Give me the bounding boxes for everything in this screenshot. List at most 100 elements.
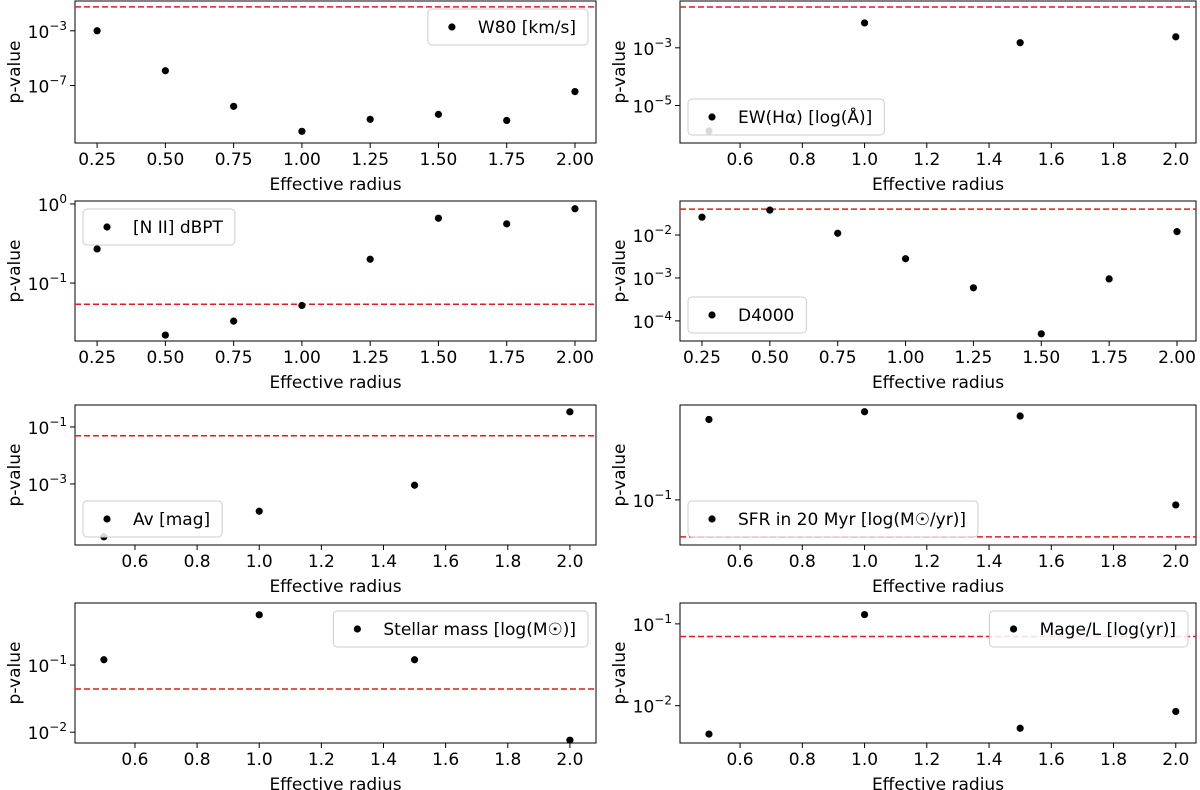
data-point xyxy=(571,205,579,213)
x-tick-label: 1.0 xyxy=(851,150,878,170)
data-point xyxy=(1016,724,1024,732)
x-tick-label: 1.00 xyxy=(887,348,925,368)
y-tick-label: 10−7 xyxy=(28,73,67,98)
legend-label: D4000 xyxy=(738,306,794,326)
data-point xyxy=(1173,228,1181,236)
x-tick-label: 1.2 xyxy=(913,750,940,770)
x-tick-label: 0.50 xyxy=(751,348,789,368)
y-axis-label: p-value xyxy=(5,444,25,507)
x-axis-label: Effective radius xyxy=(872,775,1004,790)
x-tick-label: 1.75 xyxy=(1090,348,1128,368)
x-tick-label: 1.8 xyxy=(494,750,521,770)
data-point xyxy=(410,656,419,664)
x-tick-label: 1.4 xyxy=(976,750,1003,770)
x-tick-label: 1.0 xyxy=(851,750,878,770)
legend-box xyxy=(687,98,885,136)
x-tick-label: 0.50 xyxy=(146,348,184,368)
x-tick-label: 0.75 xyxy=(215,348,253,368)
x-tick-label: 0.6 xyxy=(727,750,754,770)
legend-marker xyxy=(708,113,716,121)
data-point xyxy=(434,110,443,118)
data-point xyxy=(860,610,869,619)
legend-marker xyxy=(103,223,111,231)
data-point xyxy=(860,19,869,27)
x-tick-label: 0.8 xyxy=(789,150,816,170)
x-tick-label: 1.2 xyxy=(913,552,940,572)
x-tick-label: 1.2 xyxy=(308,552,335,572)
x-tick-label: 1.6 xyxy=(1038,552,1065,572)
x-tick-label: 1.0 xyxy=(851,552,878,572)
legend-marker xyxy=(103,515,111,523)
axes-frame xyxy=(74,404,597,546)
legend-box xyxy=(82,500,223,538)
data-point xyxy=(366,115,374,123)
legend-box xyxy=(82,208,236,246)
legend-label: Mage/L [log(yr)] xyxy=(1040,620,1176,640)
x-tick-label: 1.4 xyxy=(370,552,397,572)
y-tick-label: 10−3 xyxy=(633,265,672,290)
x-tick-label: 1.25 xyxy=(954,348,992,368)
data-point xyxy=(230,102,238,110)
x-tick-label: 0.6 xyxy=(121,552,148,572)
y-axis-label: p-value xyxy=(5,642,25,705)
x-tick-label: 1.25 xyxy=(351,348,389,368)
axes-frame xyxy=(679,602,1197,744)
legend-label: [N II] dBPT xyxy=(133,218,224,238)
legend: Stellar mass [log(M☉)] xyxy=(332,610,589,648)
legend-box xyxy=(687,500,979,538)
x-tick-label: 2.00 xyxy=(1158,348,1196,368)
x-tick-label: 1.75 xyxy=(488,150,526,170)
legend-marker xyxy=(1009,625,1018,633)
x-tick-label: 0.6 xyxy=(727,552,754,572)
data-point xyxy=(860,408,869,416)
axes-frame xyxy=(679,404,1197,546)
x-tick-label: 0.8 xyxy=(184,750,211,770)
x-tick-label: 1.50 xyxy=(420,150,458,170)
legend-box xyxy=(427,8,589,46)
legend: W80 [km/s] xyxy=(427,8,589,46)
x-tick-label: 0.75 xyxy=(215,150,253,170)
y-axis-label: p-value xyxy=(5,41,25,104)
legend-box xyxy=(332,610,589,648)
y-axis-label: p-value xyxy=(5,240,25,303)
legend-marker xyxy=(448,23,456,31)
y-tick-label: 10−1 xyxy=(28,414,67,439)
x-tick-label: 0.8 xyxy=(184,552,211,572)
x-tick-label: 1.6 xyxy=(432,552,459,572)
x-axis-label: Effective radius xyxy=(269,577,401,597)
data-point xyxy=(100,656,108,664)
y-tick-label: 10−5 xyxy=(633,93,672,118)
x-tick-label: 1.50 xyxy=(1022,348,1060,368)
data-point xyxy=(161,331,169,339)
axes-frame xyxy=(74,0,597,144)
data-point xyxy=(366,255,374,263)
x-tick-label: 0.25 xyxy=(78,150,116,170)
x-tick-label: 1.8 xyxy=(494,552,521,572)
legend: Av [mag] xyxy=(82,500,223,538)
y-axis-label: p-value xyxy=(610,41,630,104)
x-tick-label: 1.50 xyxy=(420,348,458,368)
y-tick-label: 10−1 xyxy=(633,487,672,512)
data-point xyxy=(566,736,574,744)
y-tick-label: 10−3 xyxy=(28,471,67,496)
data-point xyxy=(705,415,713,424)
data-point xyxy=(1037,330,1045,338)
x-tick-label: 2.0 xyxy=(1162,552,1189,572)
x-tick-label: 1.6 xyxy=(1038,750,1065,770)
x-tick-label: 0.6 xyxy=(727,150,754,170)
data-point xyxy=(255,507,263,515)
data-point xyxy=(255,611,263,619)
x-tick-label: 0.50 xyxy=(146,150,184,170)
data-point xyxy=(298,127,306,135)
x-axis-label: Effective radius xyxy=(269,775,401,790)
axes-frame xyxy=(74,602,597,744)
x-tick-label: 1.0 xyxy=(246,750,273,770)
data-point xyxy=(230,317,238,325)
x-tick-label: 2.0 xyxy=(556,552,583,572)
x-axis-label: Effective radius xyxy=(269,373,401,393)
axes-frame xyxy=(679,200,1197,342)
data-point xyxy=(1172,501,1180,509)
legend: Mage/L [log(yr)] xyxy=(989,610,1189,648)
x-tick-label: 1.4 xyxy=(370,750,397,770)
data-point xyxy=(705,730,713,738)
